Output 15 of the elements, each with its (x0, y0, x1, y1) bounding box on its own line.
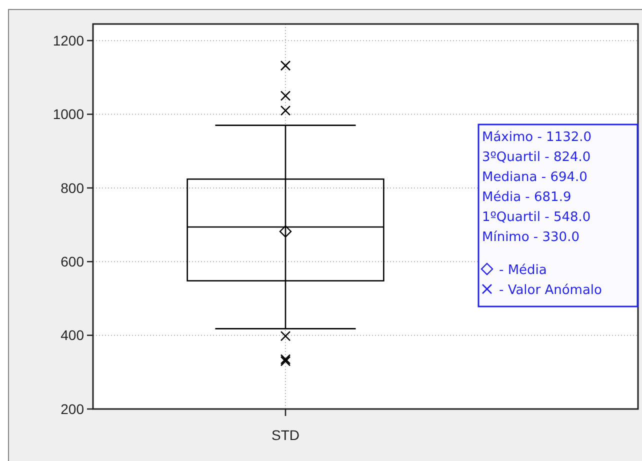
annotation: 1ºQuartil - 548.0 (482, 210, 591, 225)
annotation: Média - 681.9 (482, 190, 572, 205)
y-tick-label: 600 (60, 254, 84, 270)
annotation: - Valor Anómalo (499, 283, 602, 298)
annotation: Máximo - 1132.0 (482, 130, 592, 145)
y-tick-label: 400 (60, 327, 84, 344)
annotation: Mínimo - 330.0 (482, 230, 580, 245)
annotation: 3ºQuartil - 824.0 (482, 150, 591, 165)
y-tick-label: 200 (60, 400, 84, 417)
y-tick-label: 1200 (52, 32, 84, 48)
y-tick-label: 1000 (52, 106, 84, 122)
x-tick-label: STD (272, 427, 300, 443)
y-tick-label: 800 (60, 180, 84, 196)
annotation: - Média (499, 263, 547, 278)
annotation: Mediana - 694.0 (482, 170, 588, 185)
